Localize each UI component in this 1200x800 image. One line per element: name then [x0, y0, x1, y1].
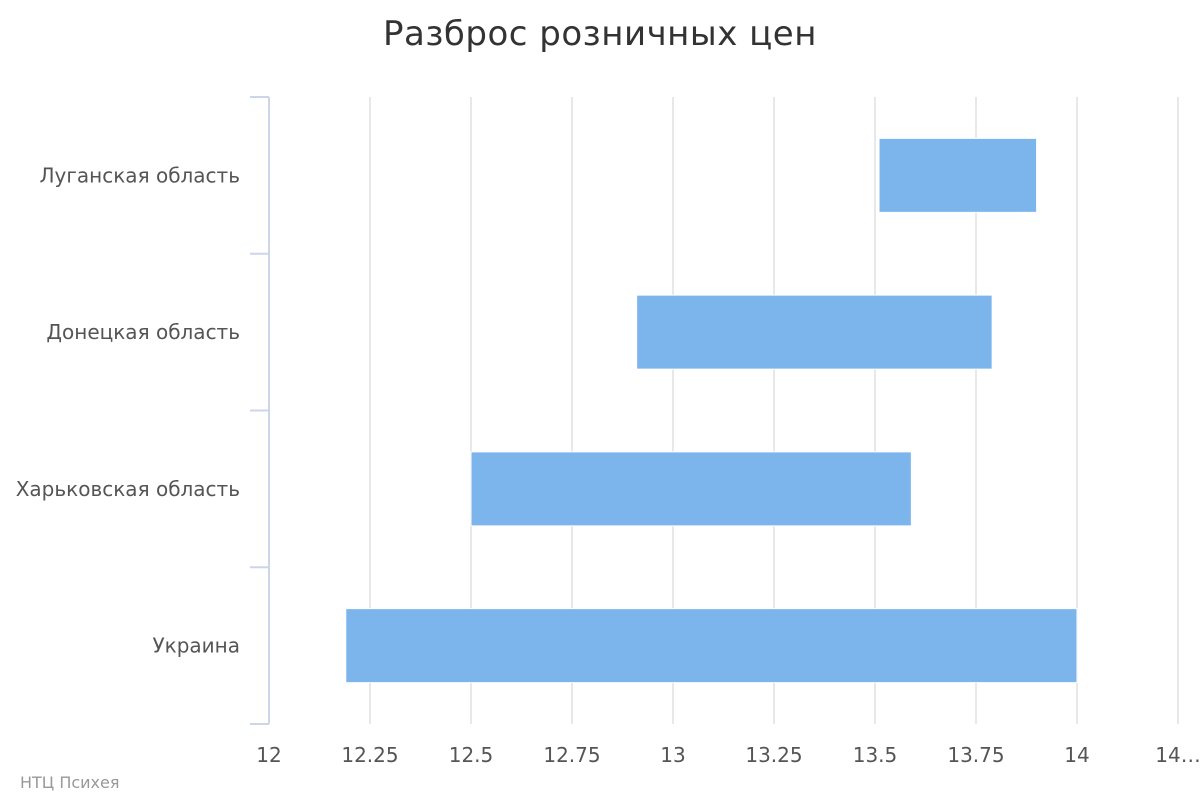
credit-text: НТЦ Психея [20, 773, 120, 792]
x-tick-label: 13 [660, 743, 685, 767]
x-tick-label: 14… [1155, 743, 1200, 767]
x-tick-label: 12.25 [341, 743, 398, 767]
y-tick-labels: Луганская область Донецкая область Харьков… [16, 163, 240, 657]
range-bar[interactable] [470, 451, 912, 527]
bars [345, 137, 1078, 684]
y-category-label: Луганская область [40, 163, 240, 187]
range-bar[interactable] [636, 294, 993, 370]
y-category-label: Донецкая область [46, 320, 240, 344]
x-tick-label: 12 [256, 743, 281, 767]
y-axis [250, 96, 270, 725]
x-tick-label: 14 [1064, 743, 1089, 767]
range-bar[interactable] [345, 608, 1078, 684]
x-tick-label: 12.5 [449, 743, 494, 767]
x-tick-label: 13.25 [745, 743, 802, 767]
range-bar[interactable] [878, 137, 1038, 213]
x-tick-label: 13.5 [853, 743, 898, 767]
x-tick-labels: 12 12.25 12.5 12.75 13 13.25 13.5 13.75 14 14… [256, 743, 1200, 767]
x-tick-label: 13.75 [947, 743, 1004, 767]
x-tick-label: 12.75 [543, 743, 600, 767]
y-category-label: Украина [152, 634, 240, 658]
y-category-label: Харьковская область [16, 477, 240, 501]
chart-title: Разброс розничных цен [383, 14, 817, 54]
